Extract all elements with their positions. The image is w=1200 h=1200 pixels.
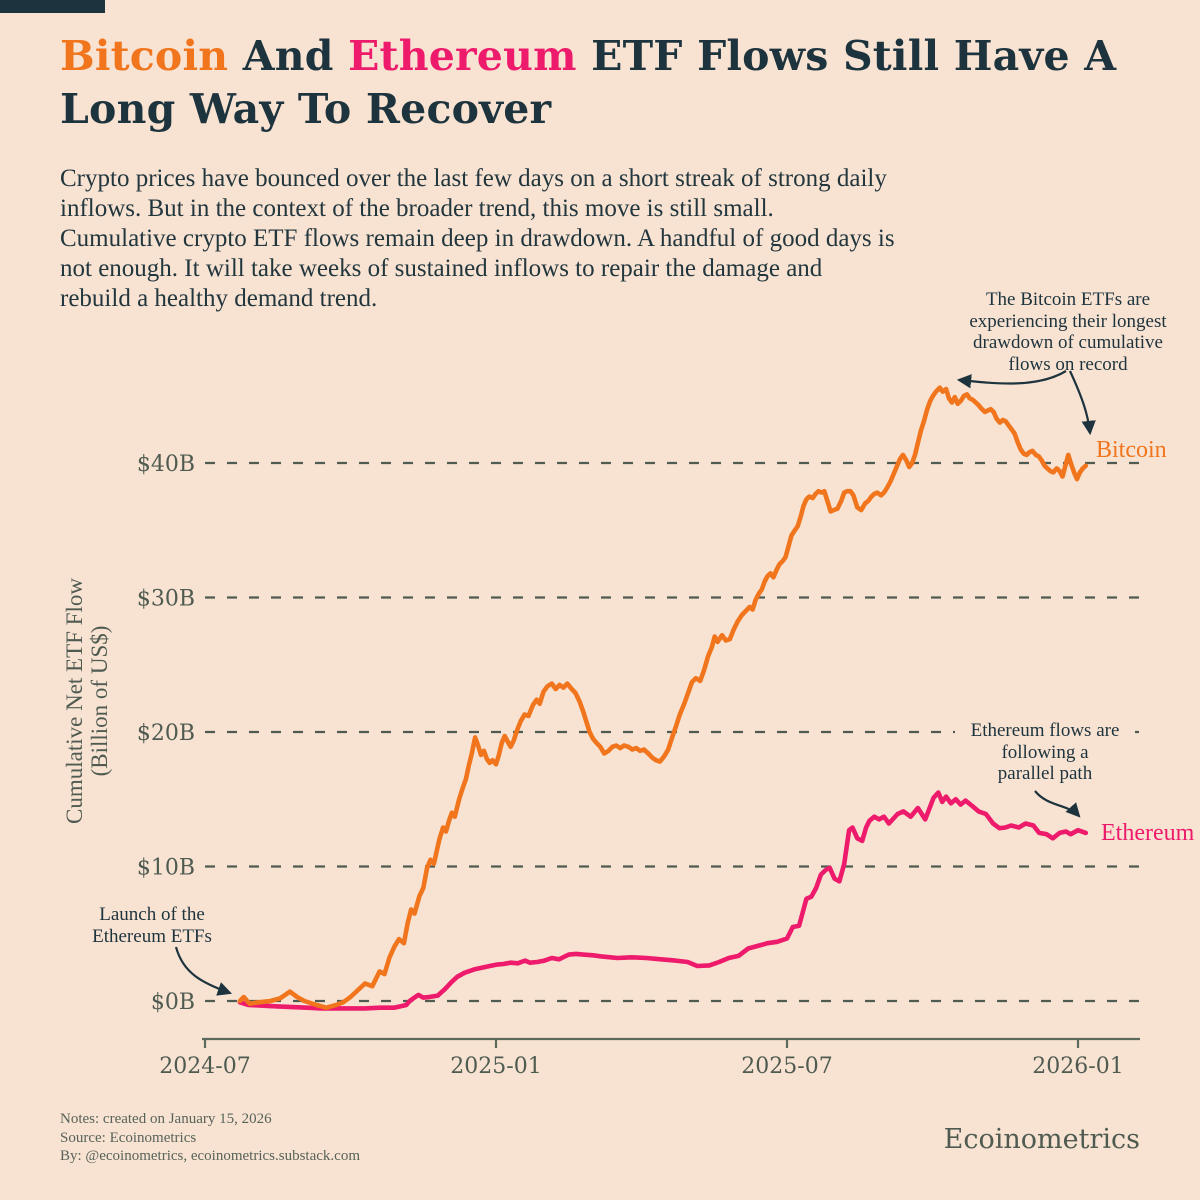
series-layer — [237, 385, 1089, 1011]
y-axis-title: Cumulative Net ETF Flow (Billion of US$) — [62, 540, 112, 862]
corner-accent-bar — [0, 0, 105, 13]
title-word-and: And — [228, 32, 349, 80]
ethereum-line-label: Ethereum — [1101, 820, 1195, 846]
subtitle-line: not enough. It will take weeks of sustai… — [60, 255, 823, 282]
footer-source-line: Source: Ecoinometrics — [60, 1129, 197, 1146]
annotation-line: Ethereum flows are — [970, 720, 1120, 741]
footer-notes: Notes: created on January 15, 2026 Sourc… — [60, 1110, 360, 1166]
title-word-bitcoin: Bitcoin — [60, 32, 229, 80]
y-tick-label: $20B — [137, 721, 195, 746]
annotation-line: parallel path — [997, 763, 1093, 784]
annotation-line: drawdown of cumulative — [973, 332, 1163, 353]
title-word-ethereum: Ethereum — [348, 32, 577, 80]
footer-notes-line: Notes: created on January 15, 2026 — [60, 1111, 272, 1127]
annotation-ethereum-parallel: Ethereum flows are following a parallel … — [955, 720, 1135, 785]
grid-layer: $0B $10B $20B $30B $40B 2024-07 2025-01 2025-07… — [137, 452, 1140, 1079]
x-tick-label: 2024-07 — [159, 1054, 250, 1079]
y-tick-label: $30B — [137, 587, 195, 612]
bitcoin-peak-arrow — [956, 370, 1067, 389]
x-tick-label: 2025-01 — [450, 1054, 541, 1079]
annotation-line: flows on record — [1008, 353, 1128, 375]
series-line-ethereum — [237, 790, 1089, 1011]
annotation-line: Ethereum ETFs — [92, 925, 212, 947]
y-tick-label: $10B — [137, 856, 195, 881]
subtitle-line: Crypto prices have bounced over the last… — [60, 165, 887, 192]
y-axis-title-line2: (Billion of US$) — [87, 625, 112, 777]
arrow-layer — [174, 370, 1096, 996]
subtitle-line: Cumulative crypto ETF flows remain deep … — [60, 225, 895, 252]
footer-by-line: By: @ecoinometrics, ecoinometrics.substa… — [60, 1148, 360, 1164]
subtitle-line: rebuild a healthy demand trend. — [60, 285, 378, 312]
annotation-eth-launch: Launch of the Ethereum ETFs — [72, 904, 232, 947]
bitcoin-line-label: Bitcoin — [1096, 437, 1167, 463]
y-tick-label: $40B — [137, 452, 195, 477]
ethereum-launch-arrow — [174, 946, 233, 996]
brand-logo-text: Ecoinometrics — [943, 1124, 1140, 1155]
annotation-line: The Bitcoin ETFs are — [985, 289, 1151, 310]
x-tick-label: 2025-07 — [741, 1054, 832, 1079]
series-line-bitcoin — [237, 385, 1089, 1011]
annotation-bitcoin-drawdown: The Bitcoin ETFs are experiencing their … — [952, 289, 1184, 375]
annotation-line: experiencing their longest — [969, 310, 1167, 332]
y-tick-label: $0B — [151, 990, 195, 1015]
y-axis-title-line1: Cumulative Net ETF Flow — [62, 578, 87, 824]
bitcoin-line-end-arrow — [1069, 370, 1096, 436]
ethereum-line-arrow — [1034, 790, 1081, 818]
annotation-line: following a — [1001, 741, 1089, 763]
title-rest: ETF Flows Still Have A — [576, 32, 1117, 80]
subtitle-line: inflows. But in the context of the broad… — [60, 195, 774, 222]
page-title: Bitcoin And Ethereum ETF Flows Still Hav… — [60, 30, 1160, 136]
subtitle: Crypto prices have bounced over the last… — [60, 164, 1160, 314]
x-tick-label: 2026-01 — [1032, 1054, 1123, 1079]
annotation-line: Launch of the — [99, 904, 205, 925]
title-line2: Long Way To Recover — [60, 85, 552, 133]
